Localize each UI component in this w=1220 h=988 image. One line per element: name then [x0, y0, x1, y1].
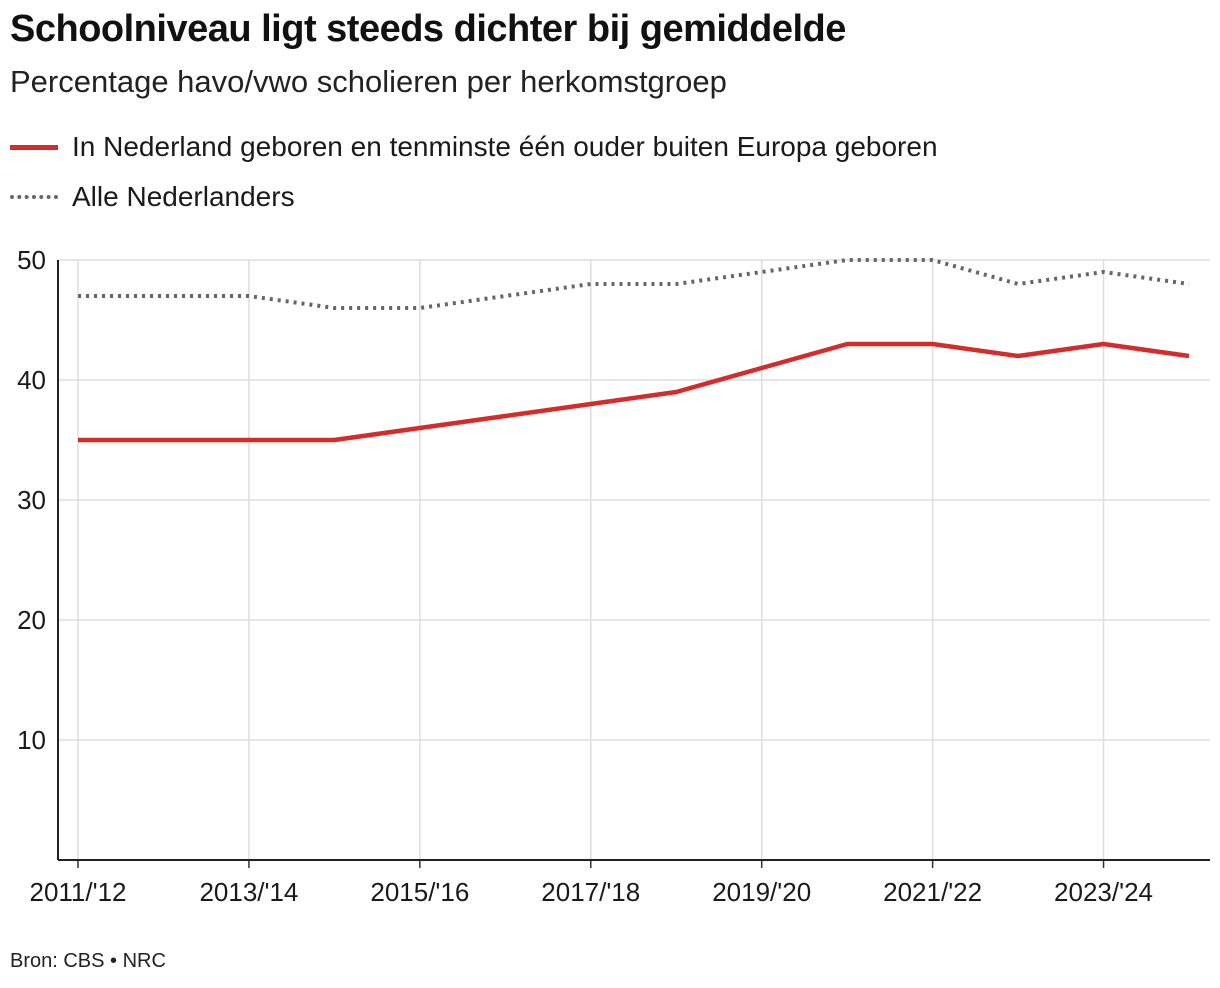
- x-tick-label: 2011/'12: [29, 877, 126, 907]
- legend-item-red-series: In Nederland geboren en tenminste één ou…: [10, 127, 938, 167]
- legend-label: In Nederland geboren en tenminste één ou…: [72, 131, 938, 162]
- y-tick-label: 40: [17, 365, 46, 395]
- legend-swatch-solid-line: [10, 144, 58, 150]
- series-line-buiten-europa: [78, 341, 1190, 443]
- series-line-alle-nederlanders: [78, 258, 1190, 310]
- y-tick-label: 10: [17, 725, 46, 755]
- legend-label: Alle Nederlanders: [72, 181, 295, 212]
- x-tick-label: 2017/'18: [541, 877, 640, 907]
- y-tick-label: 50: [17, 245, 46, 275]
- legend-swatch-dotted-line: [10, 195, 58, 199]
- source-note: Bron: CBS • NRC: [10, 950, 166, 972]
- y-tick-label: 30: [17, 485, 46, 515]
- y-tick-label: 20: [17, 605, 46, 635]
- chart-title: Schoolniveau ligt steeds dichter bij gem…: [10, 8, 846, 50]
- chart-subtitle: Percentage havo/vwo scholieren per herko…: [10, 64, 727, 99]
- x-tick-label: 2019/'20: [712, 877, 811, 907]
- x-tick-label: 2023/'24: [1054, 877, 1153, 907]
- legend-item-grey-series: Alle Nederlanders: [10, 177, 295, 217]
- x-tick-label: 2021/'22: [883, 877, 982, 907]
- line-chart: 10 20 30 40 50 2011/'12 2013/'14 2015/'16 2017/'…: [17, 245, 1210, 907]
- x-tick-label: 2013/'14: [199, 877, 298, 907]
- x-tick-label: 2015/'16: [370, 877, 469, 907]
